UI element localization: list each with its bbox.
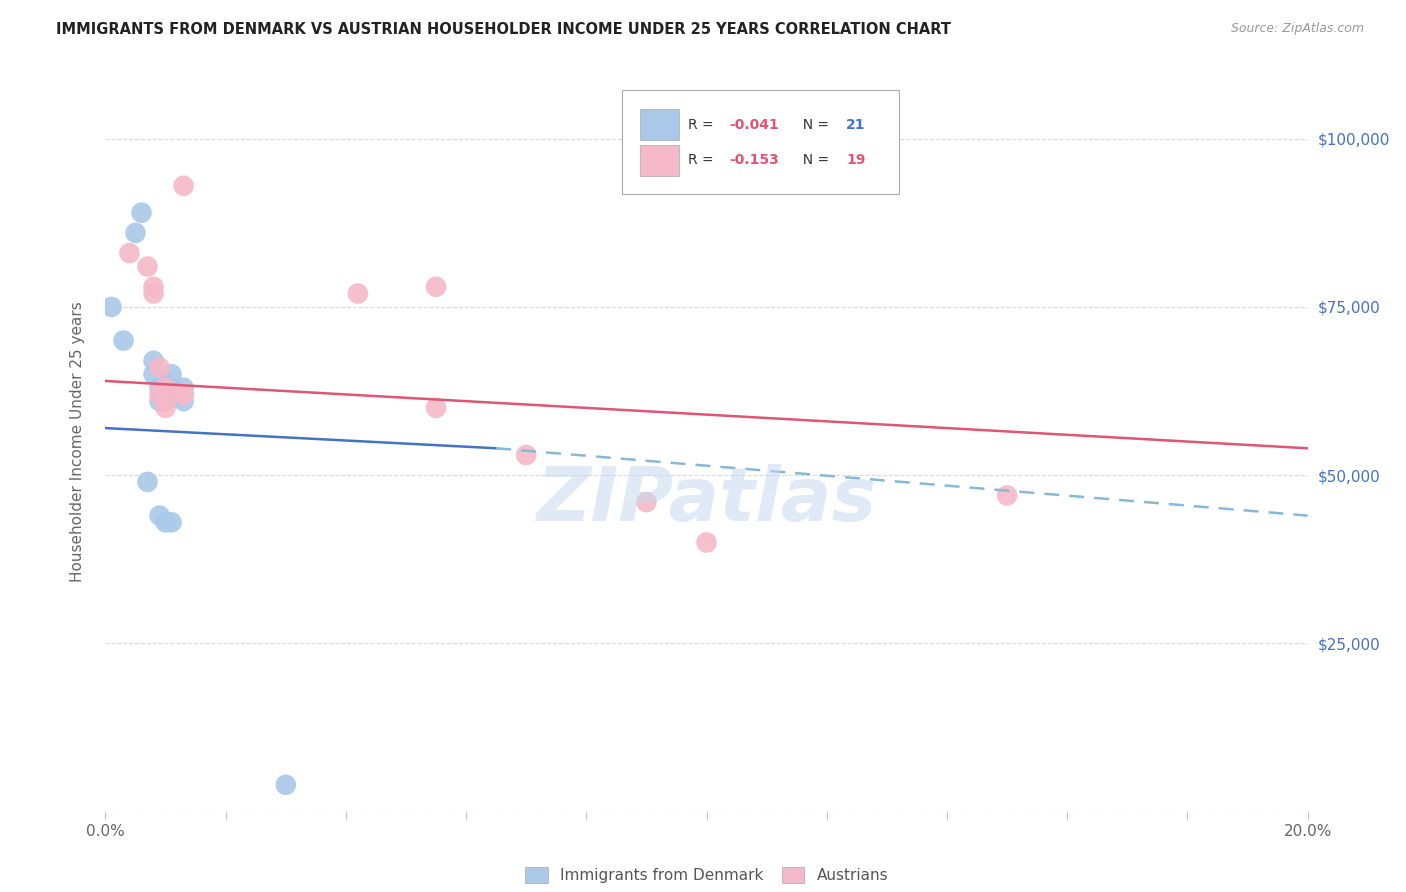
- Point: [155, 516, 177, 530]
- Text: 21: 21: [846, 118, 866, 132]
- Point: [160, 368, 183, 382]
- Text: -0.041: -0.041: [730, 118, 779, 132]
- Point: [148, 394, 170, 409]
- Point: [155, 381, 177, 395]
- Point: [142, 286, 165, 301]
- Text: 19: 19: [846, 153, 865, 167]
- Point: [173, 178, 195, 193]
- Point: [155, 401, 177, 415]
- Point: [995, 488, 1018, 502]
- Point: [425, 401, 447, 415]
- Text: N =: N =: [794, 153, 834, 167]
- Point: [100, 300, 122, 314]
- Point: [136, 260, 159, 274]
- Point: [148, 387, 170, 401]
- Point: [173, 381, 195, 395]
- Point: [155, 394, 177, 409]
- Point: [160, 516, 183, 530]
- Text: Source: ZipAtlas.com: Source: ZipAtlas.com: [1230, 22, 1364, 36]
- Y-axis label: Householder Income Under 25 years: Householder Income Under 25 years: [70, 301, 84, 582]
- Point: [124, 226, 146, 240]
- Point: [148, 381, 170, 395]
- Point: [131, 205, 153, 219]
- Point: [636, 495, 658, 509]
- Text: IMMIGRANTS FROM DENMARK VS AUSTRIAN HOUSEHOLDER INCOME UNDER 25 YEARS CORRELATIO: IMMIGRANTS FROM DENMARK VS AUSTRIAN HOUS…: [56, 22, 952, 37]
- Text: -0.153: -0.153: [730, 153, 779, 167]
- Text: R =: R =: [689, 153, 718, 167]
- Point: [142, 279, 165, 293]
- FancyBboxPatch shape: [640, 109, 679, 140]
- Point: [142, 368, 165, 382]
- FancyBboxPatch shape: [623, 90, 898, 194]
- Point: [155, 374, 177, 388]
- Legend: Immigrants from Denmark, Austrians: Immigrants from Denmark, Austrians: [519, 861, 894, 889]
- Text: R =: R =: [689, 118, 718, 132]
- Point: [515, 448, 537, 462]
- Text: ZIPatlas: ZIPatlas: [537, 464, 876, 537]
- Point: [148, 508, 170, 523]
- Point: [166, 387, 188, 401]
- Point: [274, 778, 297, 792]
- Point: [173, 394, 195, 409]
- Point: [155, 394, 177, 409]
- Point: [425, 279, 447, 293]
- Point: [173, 387, 195, 401]
- Point: [148, 360, 170, 375]
- Point: [173, 387, 195, 401]
- Point: [696, 535, 718, 549]
- Point: [136, 475, 159, 489]
- Point: [118, 246, 141, 260]
- Point: [160, 381, 183, 395]
- Point: [155, 381, 177, 395]
- Point: [347, 286, 370, 301]
- Text: N =: N =: [794, 118, 834, 132]
- Point: [142, 353, 165, 368]
- FancyBboxPatch shape: [640, 145, 679, 176]
- Point: [112, 334, 135, 348]
